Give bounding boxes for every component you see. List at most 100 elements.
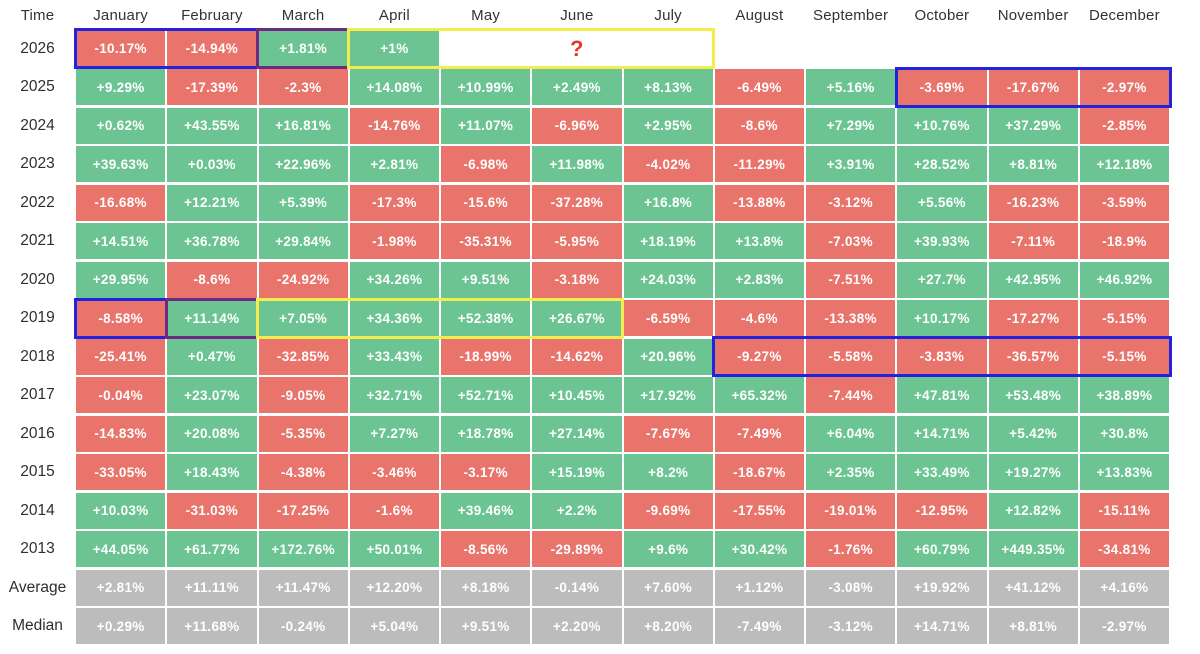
- return-cell: -14.94%: [167, 30, 257, 67]
- return-cell: -17.25%: [258, 492, 348, 529]
- return-cell: +39.93%: [897, 223, 987, 259]
- return-cell: +8.13%: [623, 69, 713, 105]
- return-cell: +27.14%: [532, 415, 622, 452]
- return-cell: +10.17%: [897, 300, 987, 336]
- return-cell: +1.12%: [714, 569, 804, 606]
- return-cell: +7.05%: [258, 300, 348, 336]
- month-column-header-august: August: [735, 6, 784, 24]
- return-cell: -2.3%: [258, 69, 348, 105]
- return-cell: -15.6%: [441, 184, 531, 221]
- return-cell: -24.92%: [258, 261, 348, 298]
- row-label-2013: 2013: [20, 540, 55, 557]
- return-cell: +10.99%: [441, 69, 531, 105]
- row-label-2019: 2019: [20, 309, 55, 326]
- return-cell: +5.42%: [988, 415, 1078, 452]
- return-cell: +2.2%: [532, 492, 622, 529]
- return-cell: +53.48%: [988, 377, 1078, 413]
- return-cell: -6.59%: [623, 300, 713, 336]
- return-cell: -3.69%: [897, 69, 987, 105]
- month-column-header-march: March: [281, 6, 325, 24]
- empty-cell: [715, 31, 804, 67]
- empty-cell: [1080, 31, 1169, 67]
- return-cell: +41.12%: [988, 569, 1078, 606]
- return-cell: -13.88%: [714, 184, 804, 221]
- return-cell: -8.6%: [167, 261, 257, 298]
- return-cell: -17.3%: [349, 184, 439, 221]
- return-cell: -6.49%: [714, 69, 804, 105]
- return-cell: +37.29%: [988, 107, 1078, 144]
- return-cell: +32.71%: [349, 377, 439, 413]
- return-cell: -7.03%: [806, 223, 896, 259]
- return-cell: +8.18%: [441, 569, 531, 606]
- return-cell: -34.81%: [1079, 531, 1169, 567]
- return-cell: -2.85%: [1079, 107, 1169, 144]
- return-cell: +9.29%: [76, 69, 166, 105]
- return-cell: +19.92%: [897, 569, 987, 606]
- monthly-returns-heatmap-table: Time January February March April May June July…: [1, 2, 1169, 644]
- return-cell: +20.96%: [623, 338, 713, 375]
- return-cell: +2.49%: [532, 69, 622, 105]
- return-cell: -29.89%: [532, 531, 622, 567]
- return-cell: +5.04%: [349, 608, 439, 644]
- return-cell: -7.51%: [806, 261, 896, 298]
- return-cell: -5.95%: [532, 223, 622, 259]
- return-cell: +27.7%: [897, 261, 987, 298]
- return-cell: +11.11%: [167, 569, 257, 606]
- return-cell: +18.43%: [167, 454, 257, 490]
- return-cell: -7.49%: [714, 608, 804, 644]
- return-cell: -3.08%: [806, 569, 896, 606]
- return-cell: -9.05%: [258, 377, 348, 413]
- return-cell: +18.78%: [441, 415, 531, 452]
- return-cell: +14.08%: [349, 69, 439, 105]
- row-label-median: Median: [12, 617, 63, 634]
- return-cell: -18.67%: [714, 454, 804, 490]
- month-column-header-october: October: [914, 6, 970, 24]
- month-column-header-september: September: [813, 6, 889, 24]
- return-cell: +1%: [349, 30, 439, 67]
- return-cell: +9.51%: [441, 261, 531, 298]
- return-cell: +11.98%: [532, 146, 622, 182]
- return-cell: +14.71%: [897, 608, 987, 644]
- return-cell: -5.35%: [258, 415, 348, 452]
- return-cell: -9.27%: [714, 338, 804, 375]
- return-cell: -1.6%: [349, 492, 439, 529]
- return-cell: +2.83%: [714, 261, 804, 298]
- return-cell: +449.35%: [988, 531, 1078, 567]
- return-cell: -3.18%: [532, 261, 622, 298]
- return-cell: +12.82%: [988, 492, 1078, 529]
- return-cell: -12.95%: [897, 492, 987, 529]
- row-label-average: Average: [8, 578, 67, 596]
- return-cell: +10.03%: [76, 492, 166, 529]
- return-cell: +0.29%: [76, 608, 166, 644]
- return-cell: -8.6%: [714, 107, 804, 144]
- return-cell: +11.14%: [167, 300, 257, 336]
- row-label-2014: 2014: [20, 501, 55, 519]
- return-cell: -36.57%: [988, 338, 1078, 375]
- return-cell: +30.42%: [714, 531, 804, 567]
- return-cell: -0.04%: [76, 377, 166, 413]
- return-cell: -18.9%: [1079, 223, 1169, 259]
- return-cell: +26.67%: [532, 300, 622, 336]
- month-column-header-december: December: [1088, 6, 1160, 24]
- return-cell: +28.52%: [897, 146, 987, 182]
- return-cell: +11.68%: [167, 608, 257, 644]
- return-cell: -33.05%: [76, 454, 166, 490]
- return-cell: +7.27%: [349, 415, 439, 452]
- row-label-2016: 2016: [20, 424, 55, 442]
- time-column-header: Time: [20, 6, 55, 24]
- return-cell: -16.23%: [988, 184, 1078, 221]
- return-cell: +65.32%: [714, 377, 804, 413]
- row-label-2020: 2020: [20, 270, 55, 288]
- return-cell: -31.03%: [167, 492, 257, 529]
- return-cell: +2.20%: [532, 608, 622, 644]
- return-cell: +43.55%: [167, 107, 257, 144]
- return-cell: -4.6%: [714, 300, 804, 336]
- return-cell: -2.97%: [1079, 608, 1169, 644]
- return-cell: -17.67%: [988, 69, 1078, 105]
- return-cell: +60.79%: [897, 531, 987, 567]
- return-cell: -10.17%: [76, 30, 166, 67]
- return-cell: +6.04%: [806, 415, 896, 452]
- month-column-header-november: November: [997, 6, 1069, 24]
- return-cell: -4.02%: [623, 146, 713, 182]
